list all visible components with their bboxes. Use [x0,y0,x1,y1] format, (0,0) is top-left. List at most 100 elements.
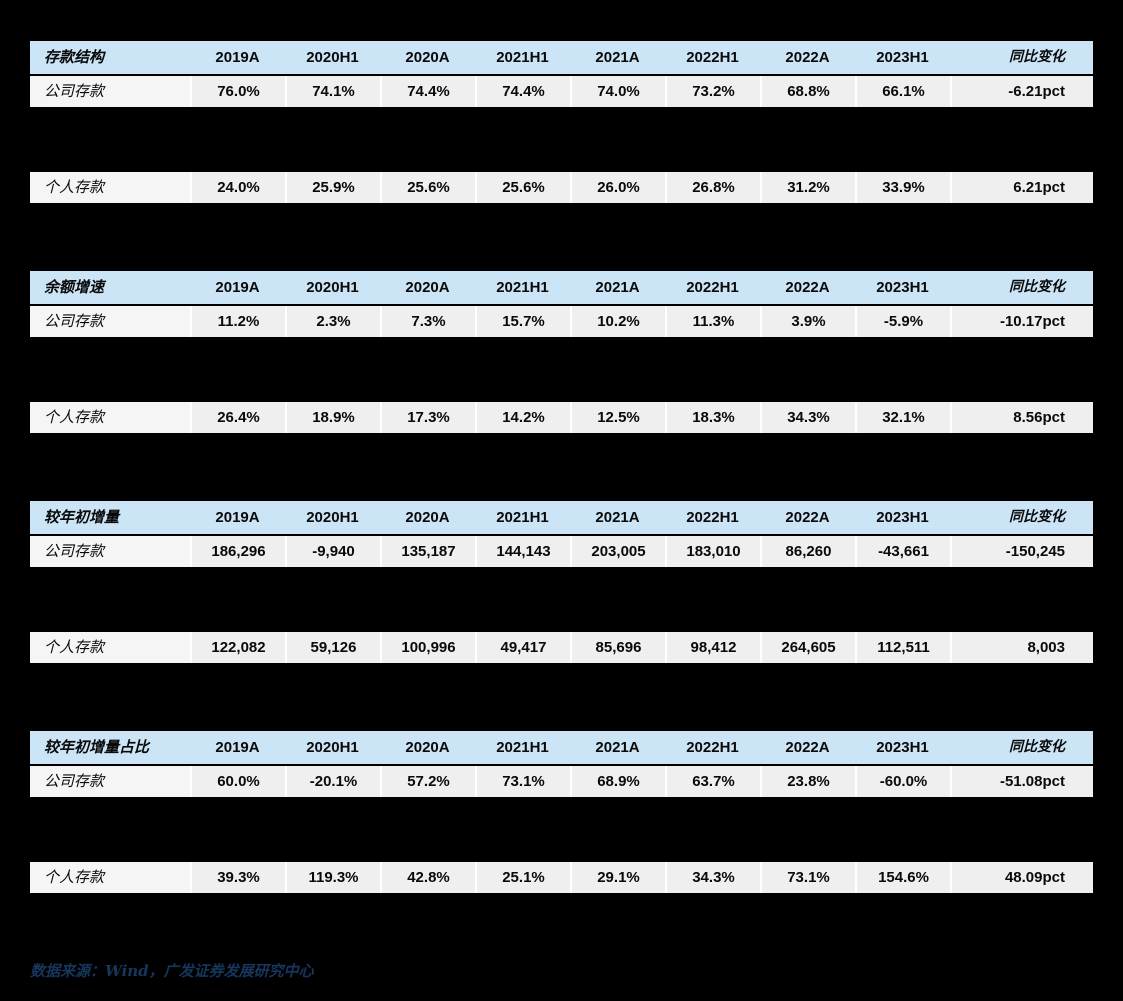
column-header: 同比变化 [1009,279,1065,295]
data-cell: 25.6% [475,172,570,203]
data-cell: 76.0% [190,76,285,107]
data-cell: 86,260 [760,536,855,567]
column-header: 2021H1 [496,279,549,296]
data-cell: 11.3% [665,306,760,337]
table-data-row: 个人存款 122,082 59,126 100,996 49,417 85,696 98,4… [30,632,1093,663]
column-header: 2022A [785,279,830,296]
column-header: 2021A [595,509,640,526]
table-section-balance-growth: 余额增速 2019A 2020H1 2020A 2021H1 2021A 2022H1 202… [30,271,1093,433]
column-header: 2020H1 [306,509,359,526]
column-header: 2020A [405,509,450,526]
data-cell: 73.2% [665,76,760,107]
section-title: 较年初增量占比 [44,738,150,756]
data-cell: 25.9% [285,172,380,203]
table-header-row: 余额增速 2019A 2020H1 2020A 2021H1 2021A 2022H1 202… [30,271,1093,304]
table-data-row: 个人存款 24.0% 25.9% 25.6% 25.6% 26.0% 26.8% 31.2% 3… [30,172,1093,203]
data-cell: 8.56pct [950,402,1093,433]
data-cell: -51.08pct [950,766,1093,797]
data-cell: 3.9% [760,306,855,337]
data-cell: 17.3% [380,402,475,433]
data-cell: 23.8% [760,766,855,797]
data-cell: 15.7% [475,306,570,337]
table-header-row: 较年初增量占比 2019A 2020H1 2020A 2021H1 2021A 2022H1… [30,731,1093,764]
data-cell: 119.3% [285,862,380,893]
page: 存款结构 2019A 2020H1 2020A 2021H1 2021A 2022H1 202… [30,41,1093,980]
data-cell: 31.2% [760,172,855,203]
row-label: 公司存款 [30,536,190,567]
table-section-ytd-increment: 较年初增量 2019A 2020H1 2020A 2021H1 2021A 2022H1 20… [30,501,1093,663]
data-cell: 144,143 [475,536,570,567]
section-title: 余额增速 [44,278,105,296]
table-data-row: 个人存款 39.3% 119.3% 42.8% 25.1% 29.1% 34.3% 73.1%… [30,862,1093,893]
column-header: 2021A [595,739,640,756]
data-cell: 74.1% [285,76,380,107]
column-header: 2023H1 [876,49,929,66]
column-header: 2020A [405,279,450,296]
data-cell: -10.17pct [950,306,1093,337]
data-cell: 73.1% [760,862,855,893]
data-cell: -150,245 [950,536,1093,567]
column-header: 2019A [215,739,260,756]
data-cell: 66.1% [855,76,950,107]
row-label: 公司存款 [30,76,190,107]
table-data-row: 公司存款 11.2% 2.3% 7.3% 15.7% 10.2% 11.3% 3.9% -5.9… [30,306,1093,337]
data-cell: 73.1% [475,766,570,797]
data-cell: 112,511 [855,632,950,663]
column-header: 2022H1 [686,49,739,66]
data-cell: 57.2% [380,766,475,797]
data-cell: 18.9% [285,402,380,433]
column-header: 2023H1 [876,279,929,296]
data-cell: 49,417 [475,632,570,663]
data-source-note: 数据来源：Wind，广发证券发展研究中心 [30,962,314,980]
data-cell: 60.0% [190,766,285,797]
column-header: 2022H1 [686,279,739,296]
table-section-deposit-structure: 存款结构 2019A 2020H1 2020A 2021H1 2021A 2022H1 202… [30,41,1093,203]
data-cell: 68.9% [570,766,665,797]
data-cell: 154.6% [855,862,950,893]
data-cell: 10.2% [570,306,665,337]
data-cell: 68.8% [760,76,855,107]
data-cell: 14.2% [475,402,570,433]
column-header: 同比变化 [1009,509,1065,525]
column-header: 同比变化 [1009,739,1065,755]
data-cell: 29.1% [570,862,665,893]
column-header: 2022A [785,49,830,66]
data-cell: 34.3% [665,862,760,893]
column-header: 2023H1 [876,509,929,526]
column-header: 2021A [595,279,640,296]
table-data-row: 个人存款 26.4% 18.9% 17.3% 14.2% 12.5% 18.3% 34.3% 3… [30,402,1093,433]
data-cell: 48.09pct [950,862,1093,893]
data-cell: 26.4% [190,402,285,433]
column-header: 2021H1 [496,739,549,756]
data-cell: -20.1% [285,766,380,797]
column-header: 2021H1 [496,49,549,66]
data-cell: -43,661 [855,536,950,567]
column-header: 2022H1 [686,739,739,756]
data-cell: 186,296 [190,536,285,567]
section-title: 较年初增量 [44,508,120,526]
data-cell: 2.3% [285,306,380,337]
table-section-ytd-increment-share: 较年初增量占比 2019A 2020H1 2020A 2021H1 2021A 2022H1… [30,731,1093,893]
data-cell: 183,010 [665,536,760,567]
row-label: 个人存款 [30,632,190,663]
data-cell: 18.3% [665,402,760,433]
data-cell: 33.9% [855,172,950,203]
column-header: 2022A [785,739,830,756]
data-cell: 32.1% [855,402,950,433]
column-header: 2022A [785,509,830,526]
data-cell: 100,996 [380,632,475,663]
data-cell: -5.9% [855,306,950,337]
column-header: 2021H1 [496,509,549,526]
row-label: 个人存款 [30,862,190,893]
data-cell: 74.4% [380,76,475,107]
data-cell: -6.21pct [950,76,1093,107]
data-cell: 24.0% [190,172,285,203]
column-header: 2020H1 [306,49,359,66]
column-header: 2021A [595,49,640,66]
data-cell: 8,003 [950,632,1093,663]
table-header-row: 较年初增量 2019A 2020H1 2020A 2021H1 2021A 2022H1 20… [30,501,1093,534]
table-data-row: 公司存款 60.0% -20.1% 57.2% 73.1% 68.9% 63.7% 23.8%… [30,766,1093,797]
section-title: 存款结构 [44,48,105,66]
column-header: 2020A [405,49,450,66]
data-cell: 6.21pct [950,172,1093,203]
